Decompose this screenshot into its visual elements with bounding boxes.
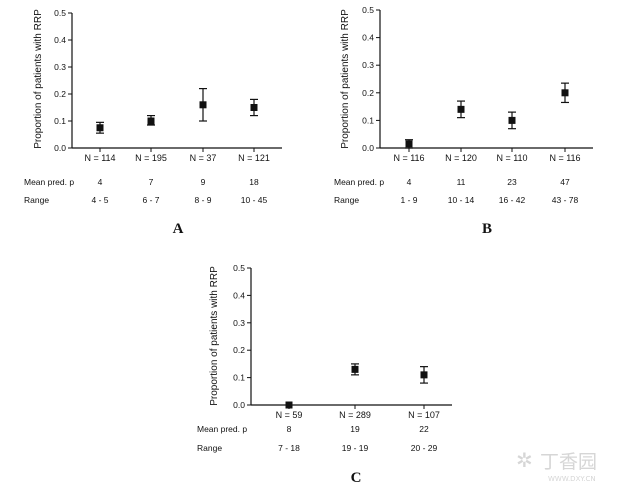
mean-pred-value-a: 18 <box>249 177 259 187</box>
mean-pred-value-c: 19 <box>350 424 360 434</box>
data-point-b <box>457 105 465 113</box>
y-tick-label-c: 0.2 <box>233 345 245 355</box>
x-tick-label-b: N = 120 <box>445 153 477 163</box>
range-label-c: Range <box>197 443 222 453</box>
mean-pred-label-b: Mean pred. p <box>334 177 384 187</box>
range-value-a: 6 - 7 <box>142 195 159 205</box>
y-tick-label-b: 0.1 <box>362 115 374 125</box>
y-axis-label-c: Proportion of patients with RRP <box>209 266 220 406</box>
data-point-a <box>96 124 104 132</box>
range-value-b: 43 - 78 <box>552 195 579 205</box>
mean-pred-value-a: 7 <box>149 177 154 187</box>
data-point-b <box>405 140 413 148</box>
range-value-a: 10 - 45 <box>241 195 268 205</box>
range-value-b: 10 - 14 <box>448 195 475 205</box>
y-axis-label-b: Proportion of patients with RRP <box>340 9 351 149</box>
y-tick-label-c: 0.5 <box>233 263 245 273</box>
y-tick-label-c: 0.0 <box>233 400 245 410</box>
x-tick-label-a: N = 195 <box>135 153 167 163</box>
panel-letter-b: B <box>482 221 492 237</box>
data-point-c <box>420 371 428 379</box>
x-tick-label-c: N = 59 <box>276 410 303 420</box>
x-tick-label-a: N = 121 <box>238 153 270 163</box>
range-label-a: Range <box>24 195 49 205</box>
panel-b: Proportion of patients with RRP 0.00.10.… <box>334 5 593 237</box>
data-point-a <box>250 104 258 111</box>
mean-pred-value-a: 4 <box>98 177 103 187</box>
x-tick-label-b: N = 110 <box>496 153 527 163</box>
range-value-a: 8 - 9 <box>194 195 211 205</box>
y-tick-label-c: 0.4 <box>233 290 245 300</box>
x-tick-label-c: N = 289 <box>339 410 371 420</box>
mean-pred-value-b: 4 <box>407 177 412 187</box>
data-point-a <box>147 117 155 125</box>
mean-pred-value-a: 9 <box>201 177 206 187</box>
mean-pred-label-c: Mean pred. p <box>197 424 247 434</box>
data-point-b <box>561 89 569 97</box>
panel-letter-a: A <box>173 221 184 237</box>
x-tick-label-c: N = 107 <box>408 410 440 420</box>
mean-pred-value-b: 11 <box>457 177 466 187</box>
x-tick-label-b: N = 116 <box>393 153 424 163</box>
y-tick-label-b: 0.2 <box>362 88 374 98</box>
y-tick-label-b: 0.5 <box>362 5 374 15</box>
watermark-logo-icon: ✲ <box>516 448 533 472</box>
mean-pred-value-c: 22 <box>419 424 429 434</box>
range-value-b: 1 - 9 <box>400 195 417 205</box>
data-point-c <box>351 365 359 373</box>
watermark-subtext: WWW.DXY.CN <box>548 475 596 483</box>
range-value-c: 19 - 19 <box>342 443 369 453</box>
watermark: ✲ 丁香园 WWW.DXY.CN <box>516 448 597 483</box>
panel-c: Proportion of patients with RRP 0.00.10.… <box>197 263 452 486</box>
y-tick-label-a: 0.4 <box>54 35 66 45</box>
plot-area-b: 0.0 0.1 0.2 0.3 0.4 0.5 N = 116 4 1 - 9 N = 120 11… <box>362 5 593 205</box>
panel-a: Proportion of patients with RRP 0.00.10.… <box>24 8 282 237</box>
y-axis-label-a: Proportion of patients with RRP <box>33 9 44 149</box>
y-tick-label-c: 0.1 <box>233 373 245 383</box>
watermark-text: 丁香园 <box>540 451 597 473</box>
y-tick-label-a: 0.3 <box>54 62 66 72</box>
data-point-a <box>199 101 207 109</box>
mean-pred-value-b: 23 <box>507 177 517 187</box>
mean-pred-value-b: 47 <box>560 177 570 187</box>
y-tick-label-b: 0.0 <box>362 143 374 153</box>
x-tick-label-b: N = 116 <box>549 153 580 163</box>
y-tick-label-c: 0.3 <box>233 318 245 328</box>
range-value-b: 16 - 42 <box>499 195 526 205</box>
range-label-b: Range <box>334 195 359 205</box>
mean-pred-label-a: Mean pred. p <box>24 177 74 187</box>
y-tick-label-a: 0.1 <box>54 116 66 126</box>
data-point-b <box>508 116 516 124</box>
plot-area-a: 0.0 0.1 0.2 0.3 0.4 0.5 N = 114 4 4 - 5 N = 195 7 6… <box>54 8 282 205</box>
panel-letter-c: C <box>351 470 362 486</box>
y-tick-label-a: 0.0 <box>54 143 66 153</box>
y-tick-label-a: 0.2 <box>54 89 66 99</box>
plot-area-c: 0.0 0.1 0.2 0.3 0.4 0.5 N = 59 8 7 - 18 N = 289 19… <box>233 263 452 453</box>
range-value-a: 4 - 5 <box>91 195 108 205</box>
range-value-c: 7 - 18 <box>278 443 300 453</box>
range-value-c: 20 - 29 <box>411 443 438 453</box>
x-tick-label-a: N = 37 <box>190 153 217 163</box>
y-tick-label-b: 0.4 <box>362 33 374 43</box>
data-point-c <box>285 401 293 409</box>
mean-pred-value-c: 8 <box>287 424 292 434</box>
y-tick-label-a: 0.5 <box>54 8 66 18</box>
x-tick-label-a: N = 114 <box>84 153 115 163</box>
y-tick-label-b: 0.3 <box>362 60 374 70</box>
